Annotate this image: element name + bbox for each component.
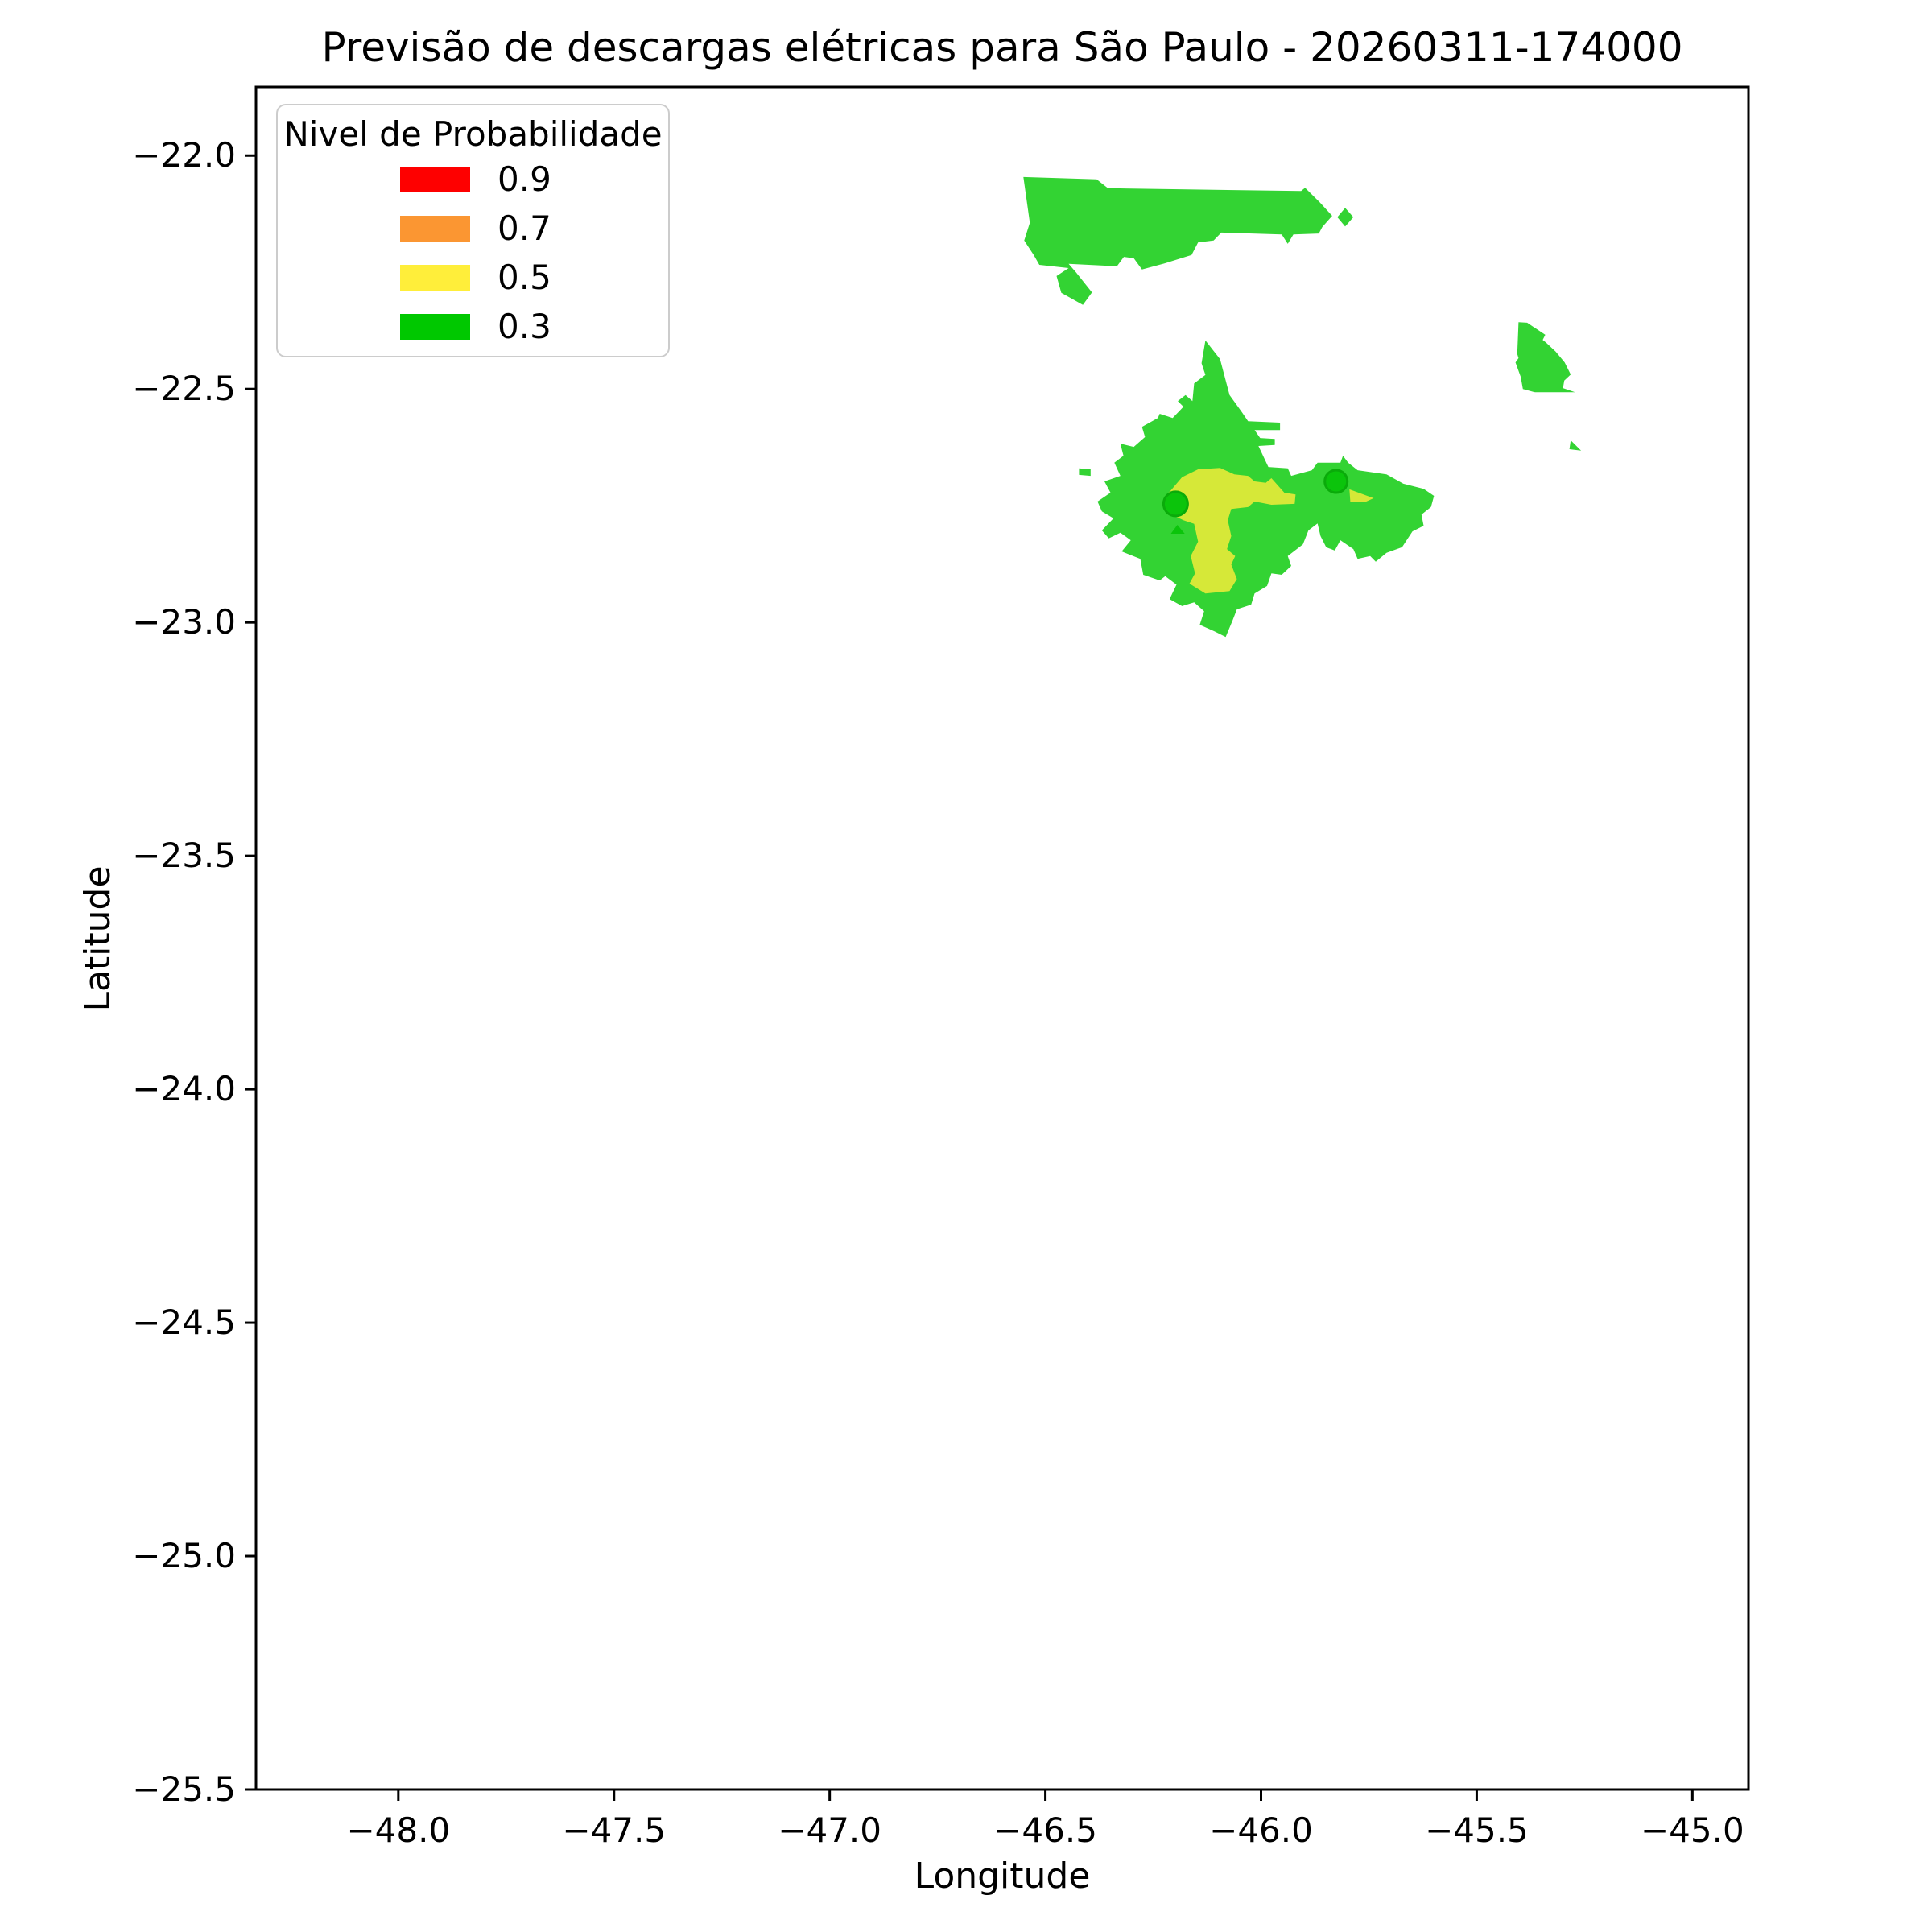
y-axis-label: Latitude: [77, 865, 118, 1012]
x-axis-label: Longitude: [914, 1856, 1091, 1897]
x-tick-label: −46.0: [1209, 1810, 1313, 1850]
x-tick-label: −45.5: [1425, 1810, 1529, 1850]
legend-swatch-icon: [400, 167, 470, 192]
y-tick-label: −23.5: [132, 836, 236, 876]
legend-entry: 0.3: [278, 307, 668, 346]
chart-title: Previsão de descargas elétricas para São…: [321, 24, 1683, 71]
contour-region-band-03-northeast-blob: [1515, 322, 1575, 393]
legend-swatch-icon: [400, 265, 470, 291]
y-tick-label: −24.0: [132, 1069, 236, 1109]
contour-region-band-05-central-core: [1165, 468, 1296, 594]
legend-entry: 0.5: [278, 258, 668, 297]
legend-entry: 0.7: [278, 208, 668, 248]
plot-frame: [254, 85, 1750, 1791]
x-tick-label: −46.5: [993, 1810, 1097, 1850]
x-tick-label: −47.5: [562, 1810, 667, 1850]
location-marker-circle-0: [1162, 490, 1189, 518]
legend-swatch-icon: [400, 314, 470, 340]
contour-region-band-03-north-blob: [1023, 176, 1332, 305]
location-marker-circle-1: [1323, 469, 1349, 494]
y-tick-label: −23.0: [132, 602, 236, 642]
y-tick-label: −22.5: [132, 369, 236, 409]
legend-entry: 0.9: [278, 159, 668, 199]
contour-region-band-03-north-diamond: [1337, 208, 1354, 227]
y-tick-label: −25.0: [132, 1536, 236, 1576]
y-tick-label: −24.5: [132, 1302, 236, 1343]
contour-region-band-05-east-sliver: [1349, 489, 1374, 502]
x-tick-label: −45.0: [1640, 1810, 1744, 1850]
legend-swatch-icon: [400, 216, 470, 242]
x-tick-label: −48.0: [346, 1810, 451, 1850]
contour-region-band-03-northeast-sliver: [1569, 440, 1582, 451]
legend-entries: 0.9 0.7 0.5 0.3: [278, 159, 668, 363]
legend-title: Nivel de Probabilidade: [283, 114, 663, 154]
contour-region-band-03-west-dash: [1079, 468, 1091, 477]
legend-entry-label: 0.9: [497, 159, 551, 199]
legend-entry-label: 0.7: [497, 208, 551, 248]
legend-entry-label: 0.5: [497, 258, 551, 297]
x-tick-label: −47.0: [778, 1810, 882, 1850]
y-tick-label: −25.5: [132, 1769, 236, 1809]
location-marker-triangle: [1170, 525, 1185, 534]
legend: Nivel de Probabilidade 0.9 0.7 0.5 0.3: [276, 104, 670, 357]
legend-entry-label: 0.3: [497, 307, 551, 346]
y-tick-label: −22.0: [132, 135, 236, 175]
